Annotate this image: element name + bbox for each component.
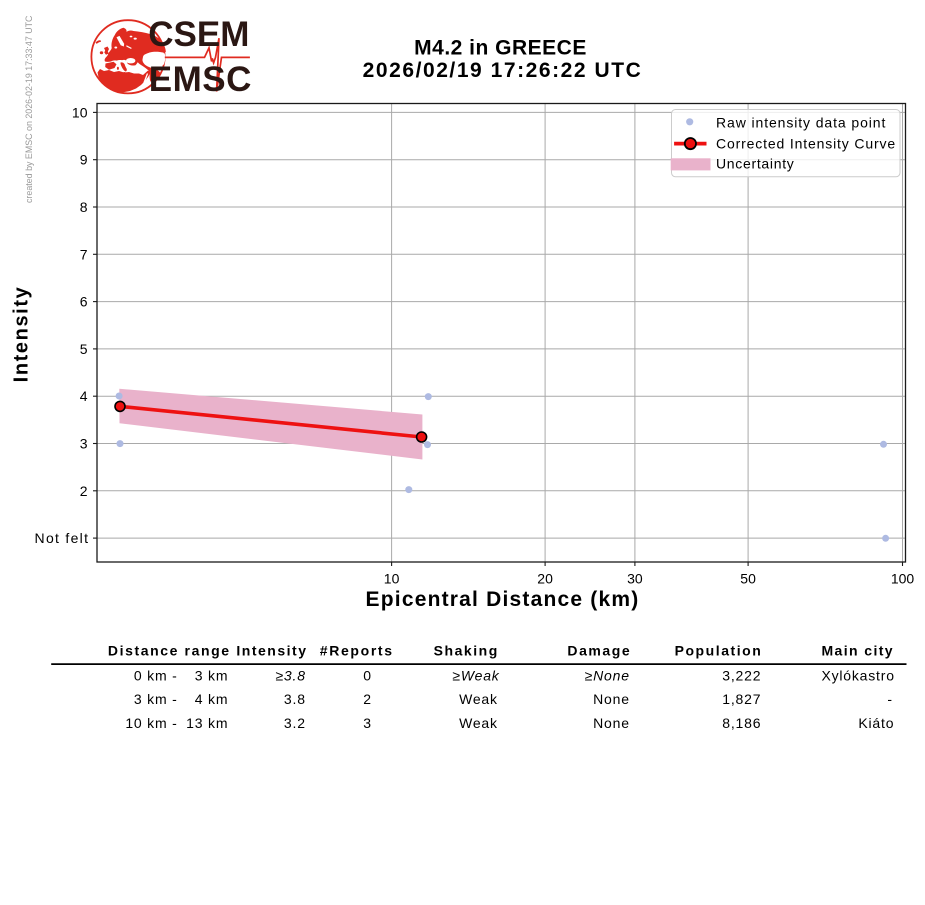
svg-text:≥Weak: ≥Weak bbox=[452, 667, 499, 683]
svg-text:Population: Population bbox=[675, 643, 763, 659]
svg-text:3 km -: 3 km - bbox=[134, 691, 178, 707]
svg-text:1,827: 1,827 bbox=[722, 691, 761, 707]
svg-text:#Reports: #Reports bbox=[320, 643, 394, 659]
svg-text:None: None bbox=[593, 691, 630, 707]
svg-text:None: None bbox=[593, 715, 630, 731]
svg-text:≥None: ≥None bbox=[585, 667, 630, 683]
svg-text:Intensity: Intensity bbox=[11, 286, 33, 383]
svg-text:Weak: Weak bbox=[459, 691, 498, 707]
svg-text:3,222: 3,222 bbox=[722, 667, 761, 683]
svg-text:Intensity: Intensity bbox=[236, 643, 307, 659]
svg-text:50: 50 bbox=[740, 571, 756, 587]
svg-text:CSEM: CSEM bbox=[148, 15, 249, 54]
svg-text:Corrected Intensity Curve: Corrected Intensity Curve bbox=[716, 135, 896, 151]
svg-text:Distance range: Distance range bbox=[108, 643, 231, 659]
svg-text:10 km -: 10 km - bbox=[125, 715, 177, 731]
svg-text:10: 10 bbox=[384, 571, 400, 587]
svg-text:13 km: 13 km bbox=[186, 715, 228, 731]
svg-text:Epicentral Distance (km): Epicentral Distance (km) bbox=[366, 588, 640, 611]
svg-text:6: 6 bbox=[80, 294, 88, 310]
svg-text:9: 9 bbox=[80, 152, 88, 168]
svg-text:EMSC: EMSC bbox=[149, 60, 252, 99]
svg-text:3: 3 bbox=[80, 436, 88, 452]
svg-text:Weak: Weak bbox=[459, 715, 498, 731]
svg-text:Raw intensity data point: Raw intensity data point bbox=[716, 114, 886, 130]
svg-text:30: 30 bbox=[627, 571, 643, 587]
svg-text:2: 2 bbox=[80, 483, 88, 499]
svg-text:Xylókastro: Xylókastro bbox=[821, 667, 894, 683]
svg-text:100: 100 bbox=[891, 571, 915, 587]
svg-text:M4.2 in GREECE: M4.2 in GREECE bbox=[414, 37, 587, 60]
svg-text:≥3.8: ≥3.8 bbox=[275, 667, 305, 683]
svg-text:2026/02/19 17:26:22 UTC: 2026/02/19 17:26:22 UTC bbox=[363, 59, 643, 82]
svg-text:3: 3 bbox=[363, 715, 372, 731]
svg-text:Damage: Damage bbox=[567, 643, 631, 659]
svg-text:4 km: 4 km bbox=[195, 691, 229, 707]
svg-text:0: 0 bbox=[363, 667, 372, 683]
svg-text:Not felt: Not felt bbox=[35, 530, 90, 546]
svg-text:8: 8 bbox=[80, 199, 88, 215]
svg-text:10: 10 bbox=[72, 104, 88, 120]
svg-text:3.2: 3.2 bbox=[284, 715, 306, 731]
svg-text:20: 20 bbox=[537, 571, 553, 587]
svg-text:Main city: Main city bbox=[821, 643, 894, 659]
svg-text:3.8: 3.8 bbox=[284, 691, 306, 707]
svg-text:created by EMSC on 2026-02-19: created by EMSC on 2026-02-19 17:33:47 U… bbox=[24, 15, 34, 203]
svg-text:7: 7 bbox=[80, 246, 88, 262]
svg-text:Kiáto: Kiáto bbox=[858, 715, 894, 731]
svg-text:2: 2 bbox=[363, 691, 372, 707]
svg-text:8,186: 8,186 bbox=[722, 715, 761, 731]
svg-text:-: - bbox=[887, 691, 892, 707]
svg-text:Uncertainty: Uncertainty bbox=[716, 156, 795, 172]
svg-text:5: 5 bbox=[80, 341, 88, 357]
svg-text:Shaking: Shaking bbox=[434, 643, 499, 659]
svg-text:4: 4 bbox=[80, 388, 88, 404]
svg-text:3 km: 3 km bbox=[195, 667, 229, 683]
svg-text:0 km -: 0 km - bbox=[134, 667, 178, 683]
